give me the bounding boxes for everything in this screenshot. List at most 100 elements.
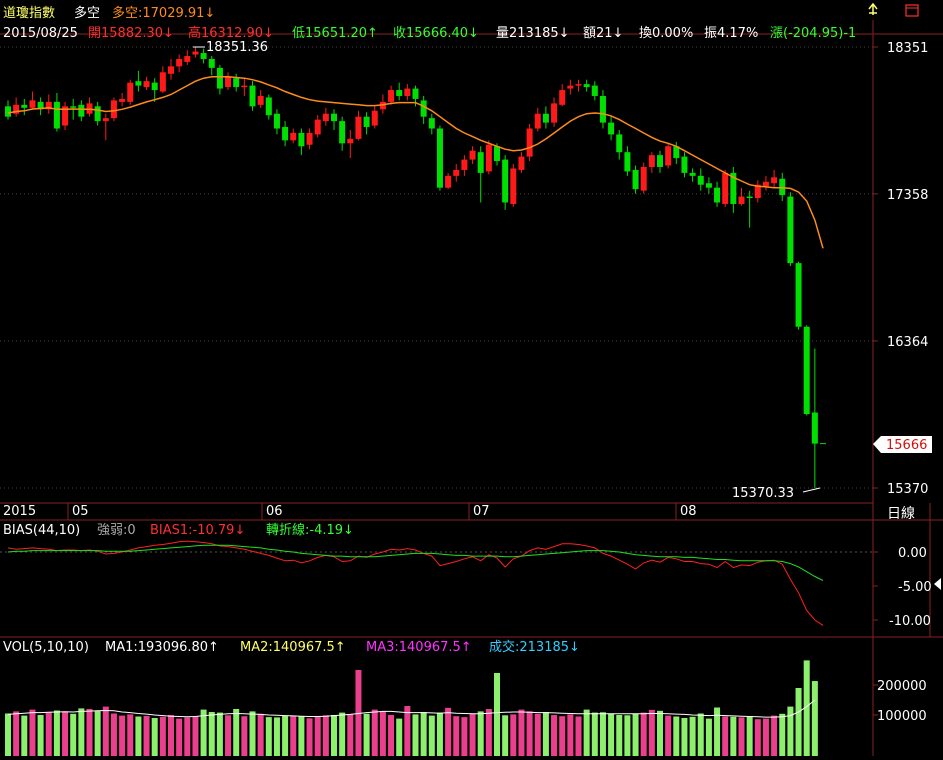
time-label-06: 06 xyxy=(266,504,283,519)
candle-down xyxy=(78,104,85,117)
low-label: 15370.33 xyxy=(732,486,794,501)
candle-down xyxy=(21,104,28,108)
price-axis: 18351 17358 16364 15370 xyxy=(0,41,928,497)
volume-bar-up xyxy=(143,715,150,756)
volume-bars xyxy=(5,660,818,756)
volume-bar-down xyxy=(608,713,615,756)
candle-up xyxy=(738,196,745,204)
volume-bar-up xyxy=(771,715,778,756)
vol-ma2-readout: MA2:140967.5↑ xyxy=(240,640,346,655)
candle-up xyxy=(306,132,313,145)
turn-line-readout: 轉折線:-4.19↓ xyxy=(266,522,354,538)
candle-down xyxy=(70,106,77,108)
volume-bar-down xyxy=(298,716,305,756)
candle-down xyxy=(624,152,631,172)
deal-readout: 成交:213185↓ xyxy=(489,639,580,655)
volume-bar-down xyxy=(795,688,802,756)
candle-up xyxy=(13,104,20,114)
candle-up xyxy=(762,181,769,187)
volume-bar-down xyxy=(624,715,631,756)
close-readout: 收15666.40↓ xyxy=(393,26,479,41)
candle-up xyxy=(559,90,566,105)
candle-up xyxy=(526,128,533,157)
candle-up xyxy=(119,98,126,102)
candle-up xyxy=(534,113,541,129)
candle-down xyxy=(216,67,223,89)
volume-bar-up xyxy=(314,716,321,756)
candle-down xyxy=(233,78,240,88)
volume-bar-down xyxy=(21,715,28,756)
candle-down xyxy=(5,106,11,117)
candle-up xyxy=(168,66,174,74)
candle-up xyxy=(347,138,354,144)
volume-bar-up xyxy=(192,716,199,756)
volume-bar-down xyxy=(135,716,142,756)
candle-up xyxy=(290,132,297,141)
low-readout: 低15651.20↑ xyxy=(292,26,378,41)
candle-down xyxy=(151,82,158,91)
period-selector[interactable]: 日線 xyxy=(887,506,915,522)
volume-bar-up xyxy=(127,714,134,756)
candle-down xyxy=(494,146,500,162)
candle-up xyxy=(314,119,321,135)
volume-bar-up xyxy=(738,717,745,756)
volume-bar-up xyxy=(322,715,329,756)
high-label: 18351.36 xyxy=(206,40,268,55)
candle-down xyxy=(420,100,427,117)
volume-bar-down xyxy=(282,715,289,756)
candle-down xyxy=(412,88,419,99)
volume-bar-down xyxy=(477,711,484,756)
volume-bar-down xyxy=(599,712,606,756)
candle-down xyxy=(616,134,623,153)
price-tick-label: 16364 xyxy=(887,335,928,350)
candle-up xyxy=(754,184,761,199)
candle-down xyxy=(779,178,786,196)
volume-bar-up xyxy=(510,714,517,756)
candle-up xyxy=(371,110,378,126)
window-icon[interactable] xyxy=(905,4,919,17)
candle-up xyxy=(404,88,411,96)
candle-down xyxy=(705,183,712,188)
candle-down xyxy=(339,121,346,144)
volume-ma-line xyxy=(7,699,816,718)
candle-down xyxy=(428,118,435,129)
bias1-readout: BIAS1:-10.79↓ xyxy=(150,523,245,538)
volume-bar-up xyxy=(404,706,411,756)
volume-bar-down xyxy=(583,709,590,756)
volume-bar-down xyxy=(787,706,794,756)
volume-bar-down xyxy=(216,712,223,756)
swing-readout: 振4.17% xyxy=(704,26,758,41)
candle-down xyxy=(591,85,598,96)
candle-down xyxy=(599,95,606,123)
candle-down xyxy=(249,85,256,107)
candle-up xyxy=(241,85,248,88)
moving-average-line xyxy=(7,75,824,249)
candle-up xyxy=(184,56,191,62)
vol-ma1-readout: MA1:193096.80↑ xyxy=(105,640,219,655)
vol-indicator-name: VOL(5,10,10) xyxy=(3,640,89,655)
volume-bar-down xyxy=(542,712,549,756)
volume-bar-up xyxy=(241,716,248,756)
candle-down xyxy=(681,156,688,173)
time-label-08: 08 xyxy=(680,504,697,519)
volume-bar-up xyxy=(176,718,183,756)
pin-icon[interactable] xyxy=(866,2,880,17)
volume-bar-up xyxy=(86,709,93,756)
bias-tick-label: -10.00 xyxy=(889,614,931,629)
time-label-05: 05 xyxy=(72,504,89,519)
volume-bar-down xyxy=(5,713,11,756)
volume-bar-down xyxy=(428,715,435,756)
scroll-arrow-icon[interactable] xyxy=(932,575,943,593)
volume-bar-down xyxy=(616,715,623,756)
amount-readout: 額21↓ xyxy=(583,26,623,41)
candle-down xyxy=(436,128,443,188)
candle-down xyxy=(477,152,484,173)
volume-bar-down xyxy=(200,709,207,756)
candle-up xyxy=(127,82,134,102)
volume-bar-down xyxy=(78,708,85,756)
volume-readout: 量213185↓ xyxy=(496,26,570,41)
volume-bar-down xyxy=(494,673,500,756)
volume-bar-up xyxy=(461,717,468,756)
